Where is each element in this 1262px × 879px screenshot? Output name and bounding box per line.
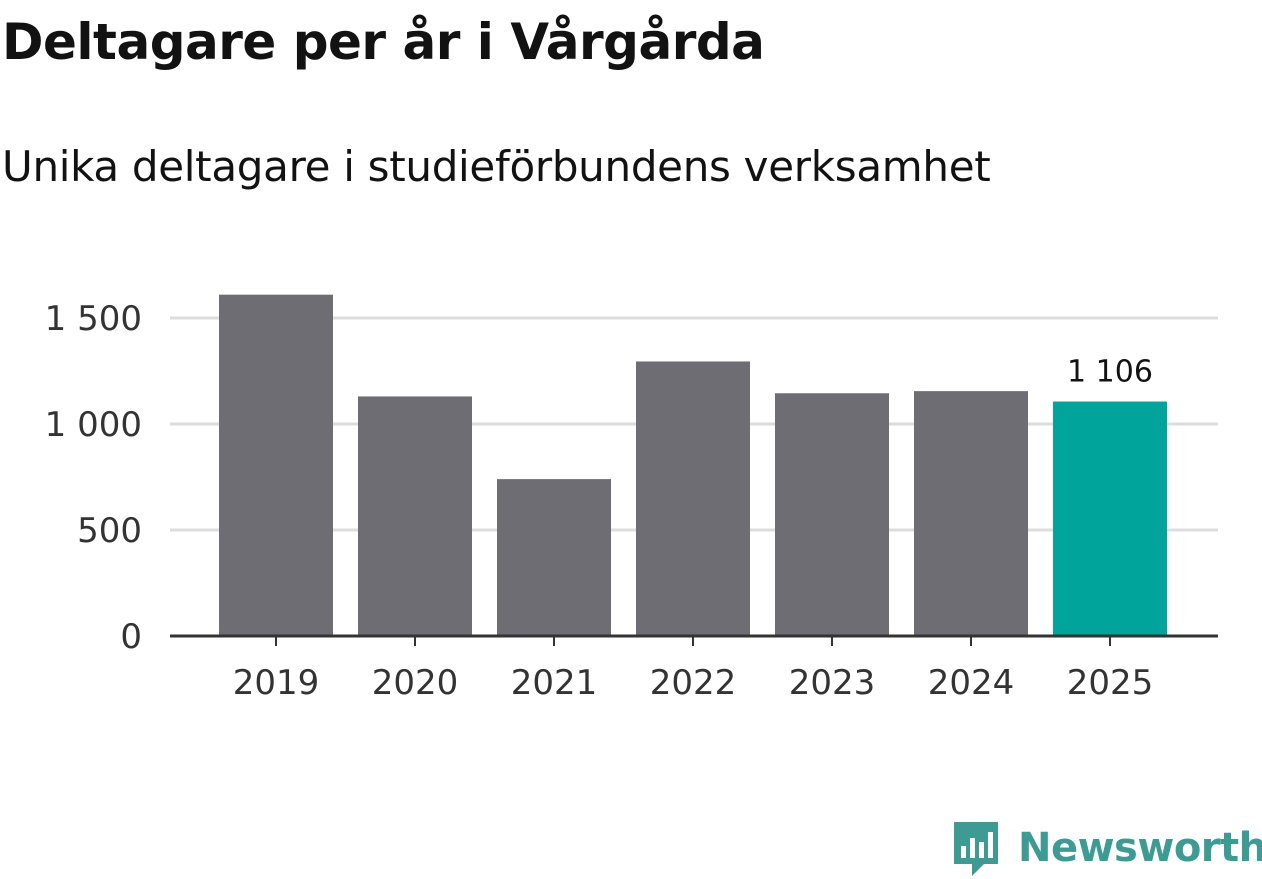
x-tick-label: 2025: [1067, 663, 1154, 703]
axes: [170, 634, 1218, 646]
y-tick-label: 1 000: [45, 405, 142, 445]
bar-2024: [914, 391, 1028, 636]
chart-subtitle: Unika deltagare i studieförbundens verks…: [2, 142, 991, 191]
brand-name: Newsworthy: [1018, 825, 1262, 871]
y-tick-label: 1 500: [45, 299, 142, 339]
x-tick-label: 2024: [928, 663, 1015, 703]
y-tick-label: 500: [77, 511, 142, 551]
newsworthy-logo-icon: [954, 822, 998, 876]
x-tick-label: 2020: [372, 663, 459, 703]
bars: [219, 294, 1167, 636]
brand-logo: Newsworthy: [950, 818, 1262, 878]
y-tick-label: 0: [120, 617, 142, 657]
bar-2019: [219, 294, 333, 636]
chart-title: Deltagare per år i Vårgårda: [2, 13, 765, 71]
bar-2020: [358, 396, 472, 636]
x-tick-label: 2022: [650, 663, 737, 703]
x-tick-label: 2019: [233, 663, 320, 703]
bar-2021: [497, 479, 611, 636]
bar-2025: [1053, 401, 1167, 636]
bar-2023: [775, 393, 889, 636]
labels: 0 500 1 000 1 500 2019 2020 2021 2022 2023 2024 20…: [45, 299, 1154, 703]
data-label: 1 106: [1067, 355, 1153, 390]
x-tick-label: 2023: [789, 663, 876, 703]
x-tick-label: 2021: [511, 663, 598, 703]
bar-2022: [636, 361, 750, 636]
